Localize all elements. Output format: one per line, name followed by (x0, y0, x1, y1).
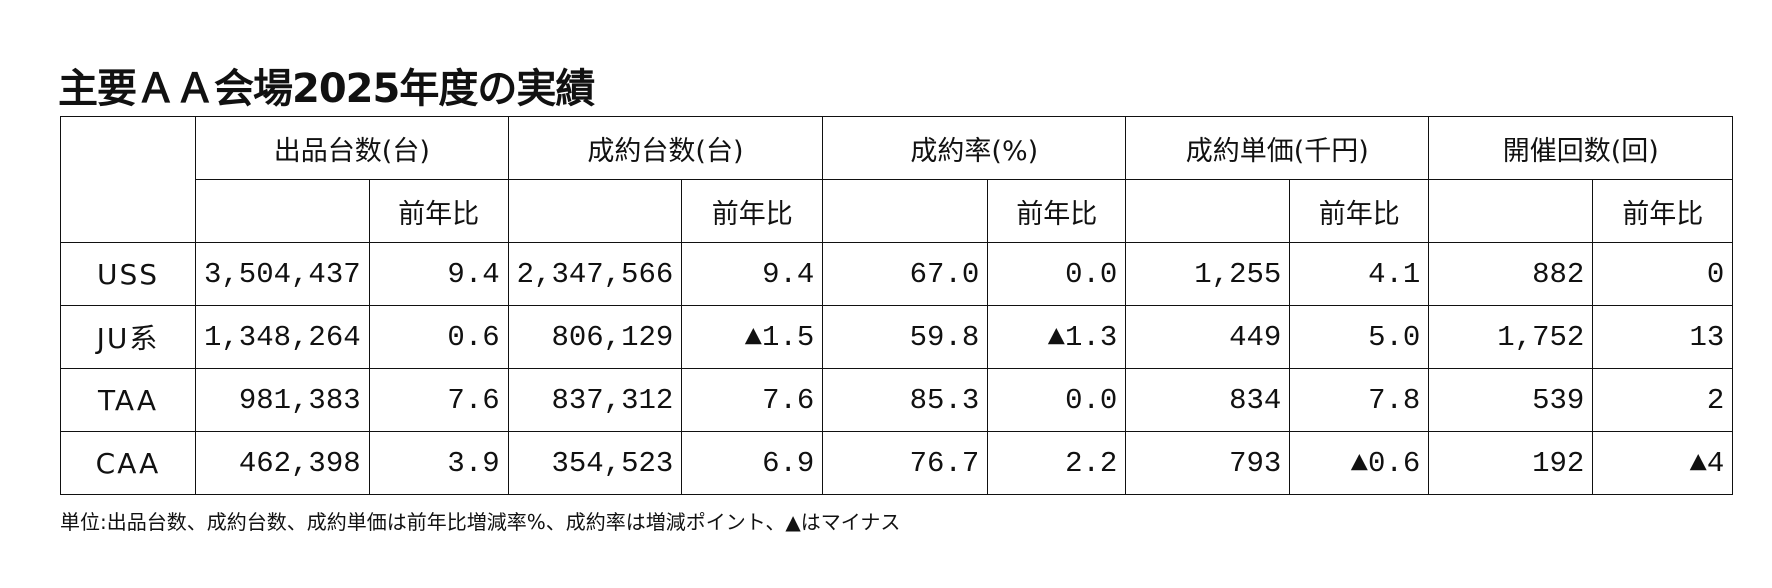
value-cell: 2 (1592, 368, 1734, 432)
row-name: USS (60, 242, 196, 306)
value-cell: 449 (1125, 305, 1291, 369)
value-cell: 67.0 (822, 242, 989, 306)
value-cell: 0.0 (987, 368, 1127, 432)
value-cell: 2,347,566 (507, 242, 683, 306)
sub-header: 前年比 (1289, 179, 1430, 243)
value-cell: 3,504,437 (195, 242, 370, 306)
value-cell: 0.6 (368, 305, 509, 369)
value-cell: 13 (1592, 305, 1734, 369)
value-cell: 192 (1428, 431, 1594, 495)
value-cell: 354,523 (507, 431, 683, 495)
value-cell: 834 (1125, 368, 1291, 432)
value-cell: 837,312 (507, 368, 683, 432)
empty-header (507, 179, 683, 243)
value-cell: 7.6 (368, 368, 509, 432)
value-cell: 539 (1428, 368, 1594, 432)
value-cell: 9.4 (681, 242, 824, 306)
value-cell: ▲1.5 (681, 305, 824, 369)
value-cell: 793 (1125, 431, 1291, 495)
group-header: 出品台数(台) (195, 116, 509, 180)
value-cell: 1,752 (1428, 305, 1594, 369)
value-cell: 0 (1592, 242, 1734, 306)
value-cell: 85.3 (822, 368, 989, 432)
value-cell: 3.9 (368, 431, 509, 495)
sub-header: 前年比 (368, 179, 509, 243)
value-cell: 806,129 (507, 305, 683, 369)
value-cell: ▲1.3 (987, 305, 1127, 369)
value-cell: 4.1 (1289, 242, 1430, 306)
row-name: TAA (60, 368, 196, 432)
empty-header (822, 179, 989, 243)
sub-header: 前年比 (987, 179, 1127, 243)
value-cell: 462,398 (195, 431, 370, 495)
value-cell: 882 (1428, 242, 1594, 306)
value-cell: 7.6 (681, 368, 824, 432)
group-header: 成約単価(千円) (1125, 116, 1430, 180)
value-cell: 981,383 (195, 368, 370, 432)
group-header: 成約台数(台) (507, 116, 824, 180)
value-cell: 5.0 (1289, 305, 1430, 369)
footnote: 単位:出品台数、成約台数、成約単価は前年比増減率%、成約率は増減ポイント、▲はマ… (60, 510, 901, 534)
corner-cell (60, 116, 196, 243)
row-name: CAA (60, 431, 196, 495)
value-cell: 59.8 (822, 305, 989, 369)
value-cell: 76.7 (822, 431, 989, 495)
value-cell: 9.4 (368, 242, 509, 306)
value-cell: ▲0.6 (1289, 431, 1430, 495)
value-cell: 0.0 (987, 242, 1127, 306)
group-header: 成約率(%) (822, 116, 1127, 180)
value-cell: 1,255 (1125, 242, 1291, 306)
value-cell: 7.8 (1289, 368, 1430, 432)
value-cell: 6.9 (681, 431, 824, 495)
row-name: JU系 (60, 305, 196, 369)
value-cell: 1,348,264 (195, 305, 370, 369)
group-header: 開催回数(回) (1428, 116, 1734, 180)
value-cell: ▲4 (1592, 431, 1734, 495)
empty-header (1125, 179, 1291, 243)
title: 主要ＡＡ会場2025年度の実績 (58, 66, 595, 112)
empty-header (195, 179, 370, 243)
empty-header (1428, 179, 1594, 243)
sub-header: 前年比 (1592, 179, 1734, 243)
results-table: 出品台数(台) 成約台数(台) 成約率(%) 成約単価(千円) 開催回数(回) 前年比 前年… (60, 116, 1734, 495)
sub-header: 前年比 (681, 179, 824, 243)
value-cell: 2.2 (987, 431, 1127, 495)
